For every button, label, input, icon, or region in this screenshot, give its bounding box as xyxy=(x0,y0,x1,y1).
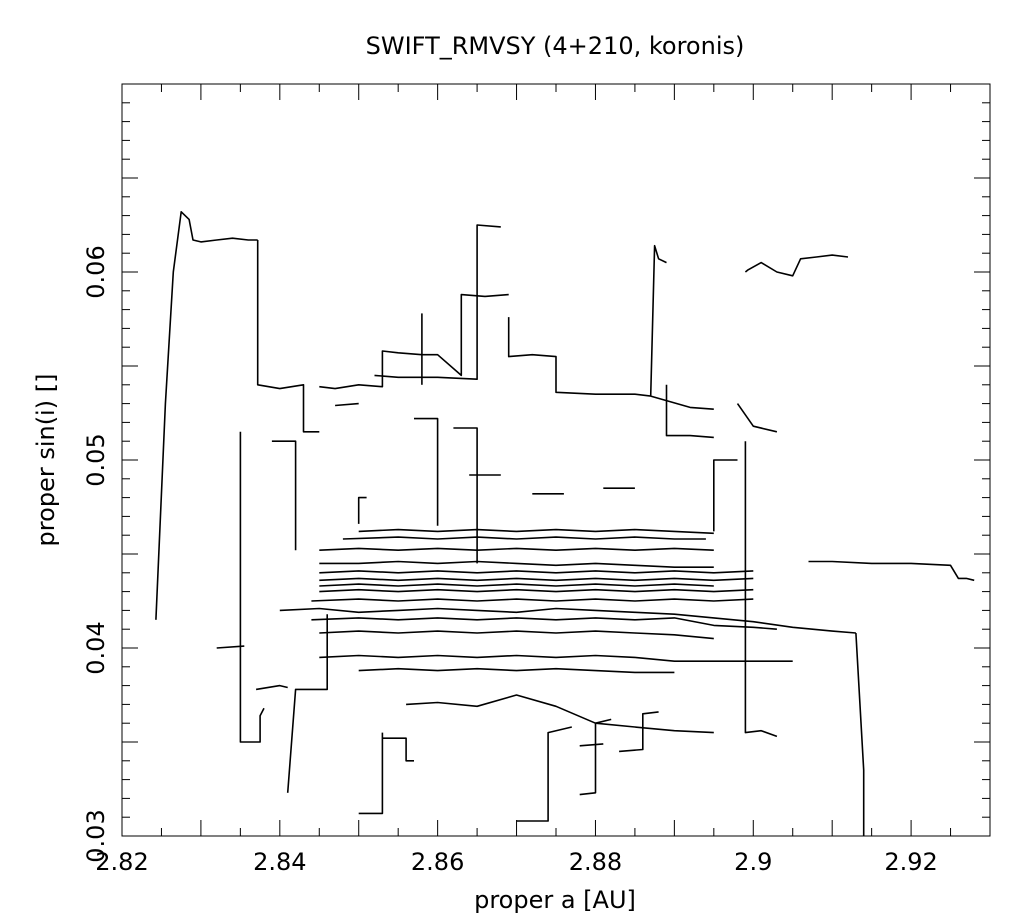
x-axis-label: proper a [AU] xyxy=(474,886,636,914)
series-line-27 xyxy=(319,630,714,640)
series-line-12 xyxy=(736,403,778,433)
series-line-29 xyxy=(358,667,675,674)
series-line-39 xyxy=(335,402,359,407)
chart-title: SWIFT_RMVSY (4+210, koronis) xyxy=(366,32,745,60)
y-axis-ticks xyxy=(122,83,990,837)
y-tick-label: 0.06 xyxy=(82,245,110,298)
series-line-24 xyxy=(358,528,714,535)
y-axis-label: proper sin(i) [] xyxy=(32,374,60,547)
y-tick-label: 0.03 xyxy=(82,809,110,862)
series-line-13 xyxy=(744,441,778,738)
series-line-36 xyxy=(619,711,659,753)
series-line-7 xyxy=(374,224,501,381)
series-line-32 xyxy=(382,737,414,762)
series-line-9 xyxy=(649,244,667,397)
series-line-15 xyxy=(855,632,865,836)
x-axis-tick-labels: 2.82 2.84 2.86 2.88 2.9 2.92 xyxy=(95,848,938,876)
y-axis-tick-labels: 0.03 0.04 0.05 0.06 xyxy=(82,245,110,862)
series-layer xyxy=(155,211,975,836)
x-tick-label: 2.86 xyxy=(411,848,464,876)
series-line-37 xyxy=(665,384,714,439)
series-line-25 xyxy=(342,536,706,540)
series-line-19 xyxy=(311,598,754,602)
series-line-45 xyxy=(414,417,439,526)
series-line-8 xyxy=(507,317,651,397)
series-line-14 xyxy=(279,607,856,634)
x-axis-ticks xyxy=(121,84,991,836)
series-line-22 xyxy=(319,560,714,569)
x-tick-label: 2.9 xyxy=(734,848,772,876)
series-line-18 xyxy=(319,588,754,593)
series-line-40 xyxy=(357,496,367,524)
series-line-23 xyxy=(319,547,714,552)
series-line-17 xyxy=(319,577,754,582)
series-line-6 xyxy=(319,293,509,390)
plot-frame xyxy=(121,83,991,837)
series-line-46 xyxy=(453,427,478,564)
series-line-1 xyxy=(256,240,320,433)
series-line-16 xyxy=(808,560,975,582)
x-tick-label: 2.88 xyxy=(569,848,622,876)
series-line-38 xyxy=(712,459,738,532)
series-line-28 xyxy=(319,654,793,663)
series-line-0 xyxy=(155,211,258,620)
y-tick-label: 0.05 xyxy=(82,433,110,486)
series-line-33 xyxy=(516,726,572,822)
series-line-10 xyxy=(650,395,714,410)
series-line-34 xyxy=(579,718,612,796)
series-line-4 xyxy=(286,614,329,793)
series-line-20 xyxy=(319,570,754,574)
series-line-5 xyxy=(216,645,245,649)
series-line-21 xyxy=(319,583,714,587)
series-line-26 xyxy=(311,617,777,630)
series-line-2 xyxy=(239,431,265,743)
series-line-35 xyxy=(579,743,604,747)
y-tick-label: 0.04 xyxy=(82,621,110,674)
series-line-11 xyxy=(744,254,849,277)
series-line-3 xyxy=(255,684,288,691)
x-tick-label: 2.92 xyxy=(884,848,937,876)
x-tick-label: 2.82 xyxy=(95,848,148,876)
series-line-44 xyxy=(271,440,297,551)
series-line-31 xyxy=(358,732,384,815)
series-line-30 xyxy=(406,694,714,734)
x-tick-label: 2.84 xyxy=(253,848,306,876)
